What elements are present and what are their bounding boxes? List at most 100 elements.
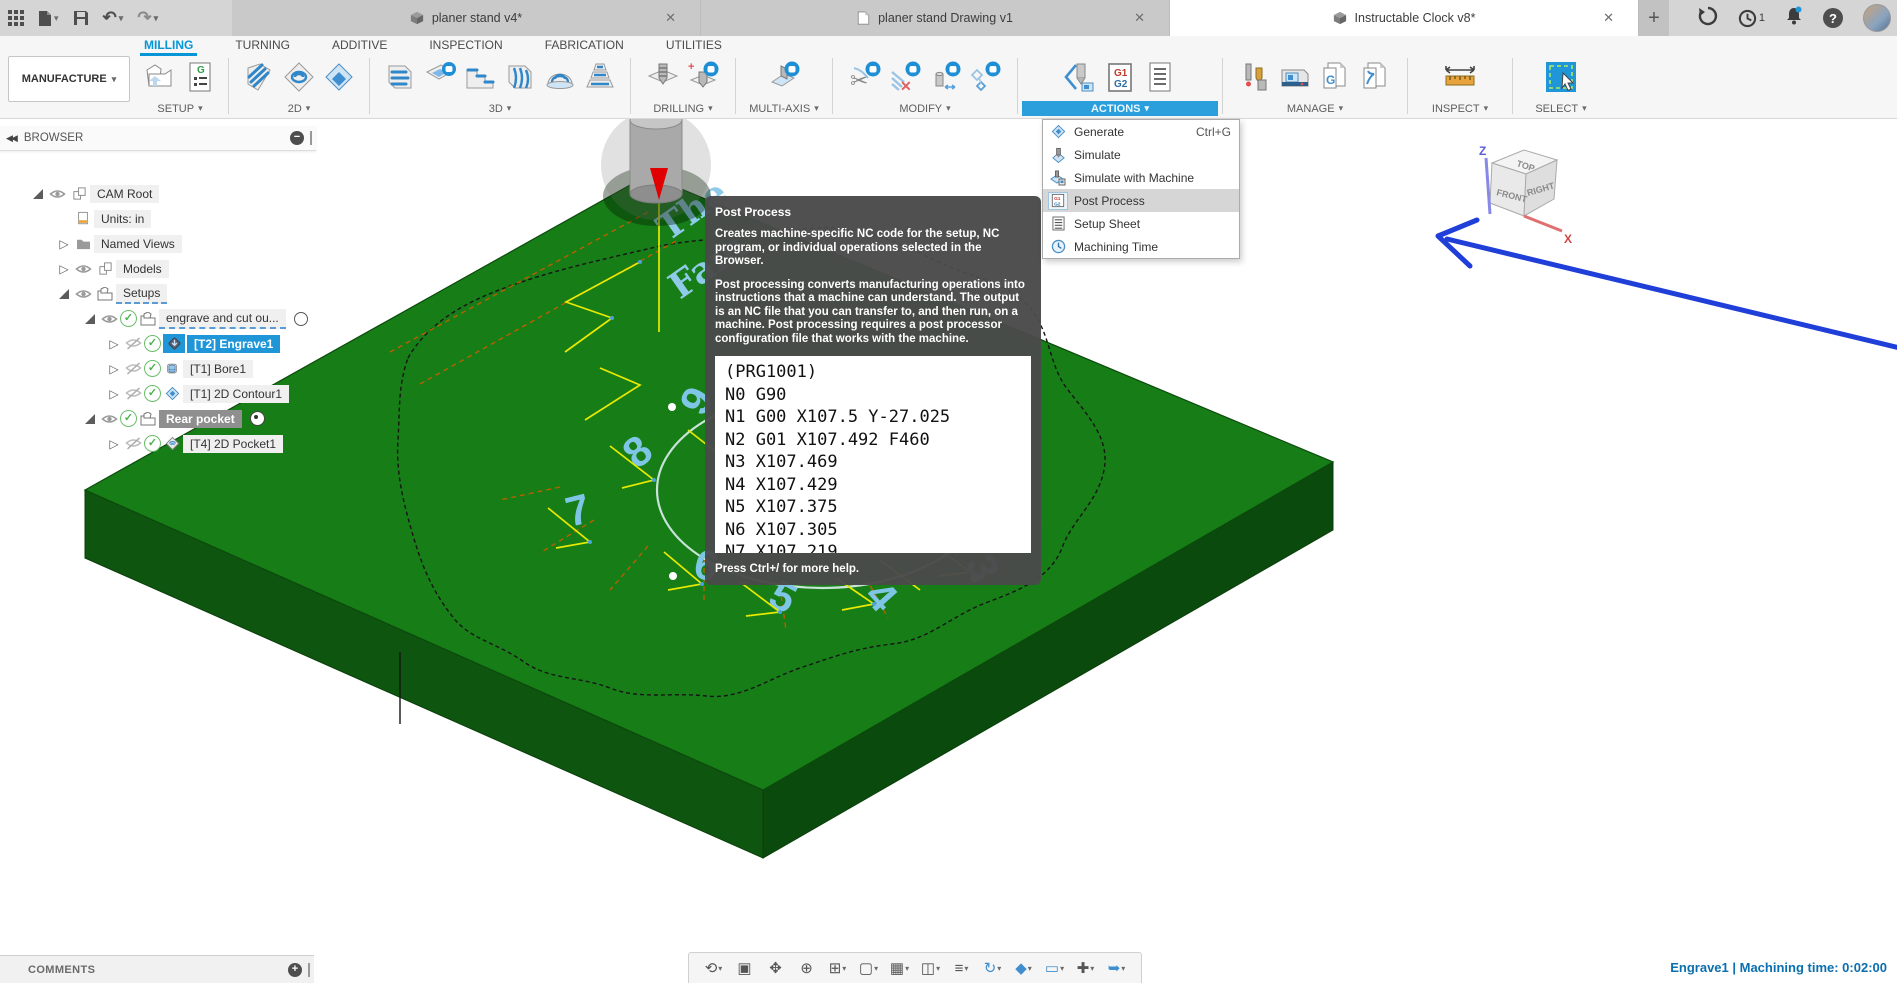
tab-turning[interactable]: TURNING: [235, 38, 290, 52]
tree-row-models[interactable]: ▷ Models: [0, 256, 316, 281]
tab-fabrication[interactable]: FABRICATION: [544, 38, 624, 52]
group-label-actions[interactable]: ACTIONS ▾: [1022, 101, 1218, 116]
tree-label[interactable]: Rear pocket: [159, 409, 242, 428]
post-toolbar-icon[interactable]: ➥ ▾: [1107, 960, 1126, 977]
expand-icon[interactable]: ▷: [59, 236, 69, 251]
drill-icon[interactable]: [643, 57, 683, 97]
expand-icon[interactable]: ▷: [109, 361, 119, 376]
menu-item-machining-time[interactable]: Machining Time: [1043, 235, 1239, 258]
visibility-eye-icon[interactable]: [48, 188, 66, 200]
visibility-eye-off-icon[interactable]: [124, 387, 142, 400]
setup-wcs-circle-icon[interactable]: [293, 311, 308, 326]
expand-icon[interactable]: [59, 288, 69, 299]
tree-row-cam-root[interactable]: CAM Root: [0, 181, 316, 206]
browser-header[interactable]: ◀◀ BROWSER −: [0, 126, 316, 151]
group-label-multi-axis[interactable]: MULTI-AXIS ▾: [749, 102, 819, 115]
tree-row-2d-contour1[interactable]: ▷ ✓ [T1] 2D Contour1: [0, 381, 316, 406]
collapse-panel-icon[interactable]: ◀◀: [6, 132, 18, 143]
edit-stepover-icon[interactable]: [925, 57, 965, 97]
trim-toolpath-icon[interactable]: ✂: [845, 57, 885, 97]
tab-close-icon[interactable]: ✕: [665, 10, 676, 25]
tree-label[interactable]: [T4] 2D Pocket1: [183, 434, 284, 453]
probe-icon[interactable]: [1235, 57, 1275, 97]
job-status-icon[interactable]: [1698, 6, 1718, 31]
expand-icon[interactable]: ▷: [109, 386, 119, 401]
new-setup-icon[interactable]: [140, 57, 180, 97]
tree-label[interactable]: Setups: [116, 283, 168, 304]
tree-row-2d-pocket1[interactable]: ▷ ✓ [T4] 2D Pocket1: [0, 431, 316, 456]
notification-bell-icon[interactable]: [1785, 6, 1803, 30]
visibility-eye-off-icon[interactable]: [124, 337, 142, 350]
document-tab-instructable-clock[interactable]: Instructable Clock v8* ✕: [1170, 0, 1639, 36]
2d-adaptive-icon[interactable]: [239, 57, 279, 97]
expand-icon[interactable]: ▷: [59, 261, 69, 276]
post-process-ribbon-icon[interactable]: [1060, 57, 1100, 97]
expand-icon[interactable]: [85, 313, 95, 324]
tab-close-icon[interactable]: ✕: [1603, 10, 1614, 25]
group-label-modify[interactable]: MODIFY ▾: [899, 102, 951, 115]
group-label-3d[interactable]: 3D ▾: [488, 102, 512, 115]
tree-label[interactable]: Models: [116, 259, 169, 278]
panel-resize-grip[interactable]: [310, 131, 312, 145]
tree-row-named-views[interactable]: ▷ Named Views: [0, 231, 316, 256]
new-tab-button[interactable]: +: [1639, 0, 1669, 36]
comments-panel[interactable]: COMMENTS +: [0, 955, 314, 983]
pan-icon[interactable]: ✥: [769, 960, 782, 977]
steps-icon[interactable]: ≡ ▾: [954, 959, 969, 977]
fit-icon[interactable]: ⊞ ▾: [828, 960, 847, 977]
grid-settings-icon[interactable]: ▦ ▾: [889, 960, 910, 977]
tree-row-engrave1[interactable]: ▷ ✓ [T2] Engrave1: [0, 331, 316, 356]
3d-adaptive-icon[interactable]: [380, 57, 420, 97]
save-icon[interactable]: [73, 10, 89, 26]
recent-activity-icon[interactable]: 1: [1738, 9, 1765, 28]
3d-scallop-icon[interactable]: [540, 57, 580, 97]
measure-icon[interactable]: [1440, 57, 1480, 97]
tab-utilities[interactable]: UTILITIES: [665, 38, 722, 52]
select-icon[interactable]: [1541, 57, 1581, 97]
nc-programs-icon[interactable]: G: [1315, 57, 1355, 97]
3d-steep-and-shallow-icon[interactable]: [460, 57, 500, 97]
setup-sheet-ribbon-icon[interactable]: [1140, 57, 1180, 97]
zoom-icon[interactable]: ⊕: [800, 960, 813, 977]
tree-row-units[interactable]: Units: in: [0, 206, 316, 231]
visibility-eye-off-icon[interactable]: [124, 362, 142, 375]
3d-pocket-icon[interactable]: [420, 57, 460, 97]
tree-label[interactable]: CAM Root: [90, 184, 160, 203]
panel-resize-grip[interactable]: [308, 962, 310, 977]
tree-row-setup-engrave-and-cut[interactable]: ✓ engrave and cut ou...: [0, 306, 316, 331]
tree-row-setup-rear-pocket[interactable]: ✓ Rear pocket: [0, 406, 316, 431]
tree-label[interactable]: [T2] Engrave1: [187, 334, 281, 353]
tree-label[interactable]: engrave and cut ou...: [159, 308, 286, 329]
tab-inspection[interactable]: INSPECTION: [429, 38, 503, 52]
menu-item-simulate[interactable]: Simulate: [1043, 143, 1239, 166]
tab-additive[interactable]: ADDITIVE: [332, 38, 388, 52]
tree-label[interactable]: [T1] 2D Contour1: [183, 384, 290, 403]
tree-row-setups[interactable]: Setups: [0, 281, 316, 306]
expand-icon[interactable]: ▷: [109, 436, 119, 451]
undo-caret[interactable]: ▾: [118, 12, 124, 23]
tree-label[interactable]: Named Views: [94, 234, 182, 253]
redo-caret[interactable]: ▾: [153, 12, 159, 23]
menu-item-post-process[interactable]: G1 G2 Post Process: [1043, 189, 1239, 212]
visibility-eye-icon[interactable]: [74, 263, 92, 275]
help-icon[interactable]: ?: [1823, 8, 1843, 28]
2d-contour-icon[interactable]: [319, 57, 359, 97]
move-points-icon[interactable]: [965, 57, 1005, 97]
app-grid-icon[interactable]: [8, 10, 24, 26]
group-label-2d[interactable]: 2D ▾: [287, 102, 311, 115]
group-label-drilling[interactable]: DRILLING ▾: [653, 102, 713, 115]
templates-icon[interactable]: [1355, 57, 1395, 97]
menu-item-generate[interactable]: Generate Ctrl+G: [1043, 120, 1239, 143]
viewports-icon[interactable]: ◫ ▾: [920, 960, 941, 977]
expand-icon[interactable]: ▷: [109, 336, 119, 351]
workspace-selector[interactable]: MANUFACTURE ▾: [8, 56, 130, 102]
drill-in-canvas-icon[interactable]: +: [683, 57, 723, 97]
active-setup-radio-icon[interactable]: [249, 411, 265, 426]
3d-flow-icon[interactable]: [500, 57, 540, 97]
add-comment-icon[interactable]: +: [288, 962, 302, 977]
group-label-manage[interactable]: MANAGE ▾: [1286, 102, 1344, 115]
undo-icon[interactable]: ↶ ▾: [102, 8, 124, 27]
look-at-icon[interactable]: ▣: [737, 960, 752, 977]
multi-axis-swarf-icon[interactable]: [764, 57, 804, 97]
tab-close-icon[interactable]: ✕: [1134, 10, 1145, 25]
